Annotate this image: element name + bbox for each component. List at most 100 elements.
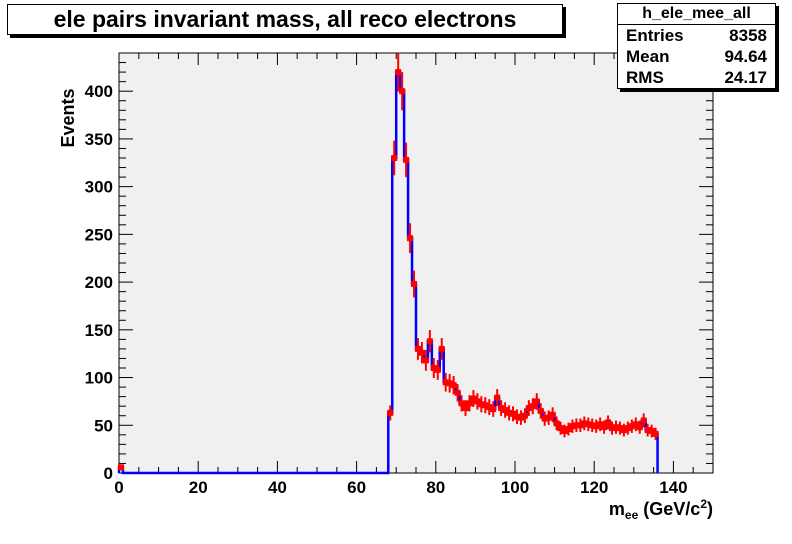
x-tick-label: 0 [114,478,123,497]
data-point [561,428,568,434]
data-point [517,414,524,421]
data-point [442,379,449,386]
data-point [632,421,639,428]
stats-title: h_ele_mee_all [618,4,775,25]
x-axis-title: mee (GeV/c2) [609,497,713,522]
data-point [549,411,556,418]
x-tick-label: 40 [268,478,287,497]
data-point [541,415,548,422]
data-point [628,423,635,430]
data-point [521,412,528,419]
data-point [403,156,410,163]
chart-title: ele pairs invariant mass, all reco elect… [53,6,517,32]
y-tick-label: 150 [85,321,113,340]
data-point [474,398,481,405]
y-tick-label: 200 [85,273,113,292]
stats-label: RMS [626,68,664,87]
data-point [545,414,552,421]
data-point [652,430,659,437]
x-tick-label: 20 [189,478,208,497]
data-point [482,402,489,409]
data-point [411,281,418,287]
data-point [462,405,469,412]
data-point [430,365,437,371]
data-point [529,403,536,410]
data-point [612,424,619,431]
x-tick-label: 60 [347,478,366,497]
data-point [418,349,425,356]
data-point [494,394,501,401]
data-point [434,366,441,373]
data-point [616,425,623,432]
data-point [620,427,627,434]
data-point [454,389,461,396]
data-point [426,338,433,345]
y-tick-label: 0 [104,464,113,483]
data-point [513,413,520,420]
data-point [117,464,124,471]
stats-value: 8358 [729,26,767,45]
data-point [585,421,592,428]
x-tick-label: 140 [659,478,687,497]
data-point [569,423,576,430]
data-point [557,425,564,432]
data-point [470,395,477,402]
data-point [537,407,544,414]
x-tick-label: 120 [580,478,608,497]
y-tick-label: 50 [94,416,113,435]
data-point [636,424,643,431]
data-point [601,424,608,431]
stats-row-entries: Entries 8358 [618,25,775,46]
data-point [577,422,584,429]
data-point [502,407,509,413]
data-point [458,400,465,407]
stats-label: Mean [626,47,670,66]
data-point [609,425,616,432]
data-point [395,69,402,76]
data-point [573,422,580,429]
data-point [466,400,473,407]
data-point [438,345,445,352]
data-point [525,405,532,412]
y-tick-label: 350 [85,130,113,149]
y-tick-label: 300 [85,178,113,197]
data-point [593,423,600,430]
data-point [624,425,631,432]
data-point [414,345,421,352]
data-point [422,357,429,364]
plot-frame [118,52,714,474]
data-point [498,405,505,412]
y-tick-label: 250 [85,225,113,244]
data-point [391,155,398,161]
data-point [407,235,414,242]
data-point [387,409,394,416]
data-point [533,398,540,405]
stats-row-mean: Mean 94.64 [618,46,775,67]
y-tick-label: 100 [85,369,113,388]
data-point [450,382,457,389]
y-axis-title: Events [58,88,78,147]
data-point [565,426,572,433]
data-point [446,380,453,387]
data-point [399,88,406,95]
data-point [597,421,604,428]
y-tick-label: 400 [85,82,113,101]
data-point [486,404,493,411]
x-tick-label: 80 [426,478,445,497]
data-point [490,406,497,413]
stats-label: Entries [626,26,684,45]
stats-box: h_ele_mee_all Entries 8358 Mean 94.64 RM… [617,3,776,89]
data-point [648,428,655,434]
data-point [605,419,612,426]
data-point [510,410,517,417]
data-point [478,401,485,408]
x-tick-label: 100 [501,478,529,497]
chart-title-box: ele pairs invariant mass, all reco elect… [7,4,563,35]
data-point [589,422,596,429]
data-point [553,420,560,427]
stats-value: 94.64 [724,47,767,66]
tick-labels: 0 20 40 60 80 100 120 140 0 50 100 150 200 250 300 350 4… [85,82,688,497]
stats-value: 24.17 [724,68,767,87]
stats-row-rms: RMS 24.17 [618,67,775,88]
